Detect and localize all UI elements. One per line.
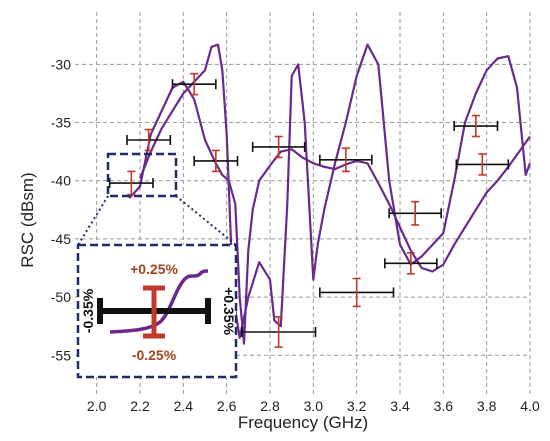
y-tick-label: -40 <box>51 173 71 189</box>
y-tick-label: -30 <box>51 56 71 72</box>
x-tick-label: 4.0 <box>520 398 540 414</box>
error-bar <box>319 277 395 308</box>
x-tick-label: 2.8 <box>260 398 280 414</box>
inset-label-bottom: -0.25% <box>132 347 177 363</box>
x-tick-label: 2.2 <box>130 398 150 414</box>
y-tick-label: -55 <box>51 347 71 363</box>
y-tick-label: -50 <box>51 289 71 305</box>
error-bar <box>319 147 373 173</box>
series-line-1 <box>128 80 531 345</box>
x-tick-label: 3.0 <box>304 398 324 414</box>
x-tick-label: 3.6 <box>434 398 454 414</box>
x-tick-label: 3.8 <box>477 398 497 414</box>
zoom-inset: +0.25% -0.25% -0.35% +0.35% <box>76 152 238 379</box>
series-line-2 <box>138 43 532 339</box>
y-tick-label: -35 <box>51 115 71 131</box>
error-bar <box>388 200 442 226</box>
zoom-source-box <box>106 152 178 198</box>
inset-label-top: +0.25% <box>130 261 178 277</box>
x-tick-label: 2.0 <box>87 398 107 414</box>
x-tick-label: 3.4 <box>390 398 410 414</box>
y-tick-label: -45 <box>51 231 71 247</box>
error-bar <box>193 149 239 173</box>
inset-label-left: -0.35% <box>80 288 96 333</box>
x-axis-title: Frequency (GHz) <box>238 413 368 432</box>
y-tick-labels: -30 -35 -40 -45 -50 -55 <box>51 56 71 363</box>
inset-label-right: +0.35% <box>221 287 237 335</box>
error-bar <box>241 316 317 348</box>
error-bar <box>453 114 499 138</box>
zoom-connector-left <box>77 195 109 246</box>
y-axis-title: RSC (dBsm) <box>18 172 37 267</box>
error-bar <box>108 170 154 196</box>
error-bar <box>126 128 172 152</box>
x-tick-labels: 2.0 2.2 2.4 2.6 2.8 3.0 3.2 3.4 3.6 3.8 4.0 <box>87 398 540 414</box>
x-tick-label: 2.4 <box>174 398 194 414</box>
error-bar <box>384 252 438 275</box>
inset-curve <box>109 269 209 334</box>
x-tick-label: 2.6 <box>217 398 237 414</box>
error-bar <box>455 153 510 176</box>
error-bar <box>171 72 217 96</box>
error-bar <box>251 135 306 159</box>
plot-area <box>108 43 532 348</box>
x-tick-label: 3.2 <box>347 398 367 414</box>
